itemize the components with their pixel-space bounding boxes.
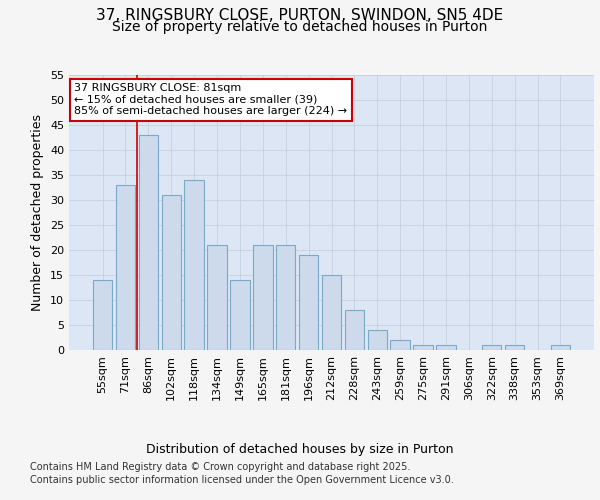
Bar: [413, 345, 433, 350]
Text: Size of property relative to detached houses in Purton: Size of property relative to detached ho…: [112, 20, 488, 34]
Bar: [344, 310, 364, 350]
Bar: [436, 345, 455, 350]
Bar: [276, 245, 295, 350]
Text: Contains public sector information licensed under the Open Government Licence v3: Contains public sector information licen…: [30, 475, 454, 485]
Bar: [208, 245, 227, 350]
Bar: [368, 330, 387, 350]
Bar: [551, 345, 570, 350]
Bar: [116, 185, 135, 350]
Bar: [299, 255, 319, 350]
Text: Distribution of detached houses by size in Purton: Distribution of detached houses by size …: [146, 442, 454, 456]
Text: 37, RINGSBURY CLOSE, PURTON, SWINDON, SN5 4DE: 37, RINGSBURY CLOSE, PURTON, SWINDON, SN…: [97, 8, 503, 22]
Y-axis label: Number of detached properties: Number of detached properties: [31, 114, 44, 311]
Bar: [184, 180, 204, 350]
Bar: [391, 340, 410, 350]
Bar: [93, 280, 112, 350]
Bar: [253, 245, 272, 350]
Bar: [139, 135, 158, 350]
Bar: [482, 345, 502, 350]
Bar: [505, 345, 524, 350]
Bar: [161, 195, 181, 350]
Bar: [230, 280, 250, 350]
Text: 37 RINGSBURY CLOSE: 81sqm
← 15% of detached houses are smaller (39)
85% of semi-: 37 RINGSBURY CLOSE: 81sqm ← 15% of detac…: [74, 83, 347, 116]
Bar: [322, 275, 341, 350]
Text: Contains HM Land Registry data © Crown copyright and database right 2025.: Contains HM Land Registry data © Crown c…: [30, 462, 410, 472]
